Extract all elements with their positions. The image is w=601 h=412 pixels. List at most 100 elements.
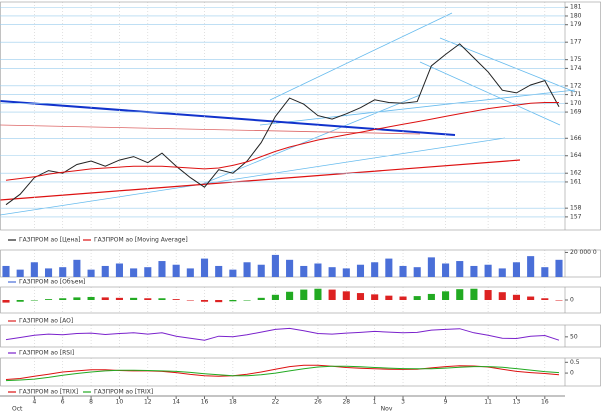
y-tick-label: 175 xyxy=(570,56,582,63)
bar xyxy=(399,296,407,300)
bar xyxy=(413,296,421,300)
x-tick-label: 9 xyxy=(444,399,448,406)
bar xyxy=(2,265,10,277)
legend-label: ГАЗПРОМ ао [TRIX] xyxy=(94,389,153,396)
x-tick-label: 11 xyxy=(484,399,492,406)
series-line xyxy=(5,364,560,380)
bar xyxy=(427,257,435,277)
y-tick-label: 0.5 xyxy=(570,359,580,366)
y-tick-label: 177 xyxy=(570,39,582,46)
bar xyxy=(541,267,549,277)
y-tick-label: 180 xyxy=(570,12,582,19)
y-tick-label: 164 xyxy=(570,152,582,159)
x-tick-label: 1 xyxy=(373,399,377,406)
bar xyxy=(328,267,336,277)
support-line xyxy=(0,124,421,135)
bar xyxy=(286,259,294,277)
series-line xyxy=(5,102,559,181)
bar xyxy=(300,289,308,300)
bar xyxy=(512,294,521,300)
resistance-line xyxy=(0,100,456,136)
bar xyxy=(172,264,180,277)
channel-line xyxy=(259,89,576,126)
x-tick-label: 26 xyxy=(314,399,322,406)
series-line xyxy=(5,43,560,206)
bar xyxy=(172,299,180,300)
bar xyxy=(555,259,563,277)
bar xyxy=(186,300,194,301)
bar xyxy=(101,265,109,277)
bar xyxy=(342,291,350,300)
bar xyxy=(328,289,336,300)
bar xyxy=(130,268,138,277)
bar xyxy=(470,288,478,300)
bar xyxy=(215,300,223,303)
bar xyxy=(456,261,464,277)
bar xyxy=(498,292,506,300)
x-tick-label: 13 xyxy=(513,399,521,406)
channel-line xyxy=(0,137,506,216)
bar xyxy=(413,267,421,277)
bar xyxy=(527,256,535,277)
bar xyxy=(399,265,407,277)
bar xyxy=(44,268,53,277)
bar xyxy=(314,263,322,277)
bar xyxy=(30,262,38,277)
y-tick-label: 172 xyxy=(570,82,582,89)
bar xyxy=(442,263,450,277)
y-tick-label: 0 xyxy=(570,297,574,304)
bar xyxy=(385,258,393,277)
bar xyxy=(257,264,265,277)
bar xyxy=(555,300,563,301)
bar xyxy=(229,300,237,302)
legend-label: ГАЗПРОМ ао [TRIX] xyxy=(19,389,78,396)
x-tick-label: 14 xyxy=(172,399,180,406)
bar xyxy=(215,265,223,277)
x-tick-label: 18 xyxy=(229,399,237,406)
legend-label: ГАЗПРОМ ао [Объем] xyxy=(19,279,85,286)
bar xyxy=(144,267,152,277)
bar xyxy=(87,269,95,277)
bar xyxy=(484,264,492,277)
bar xyxy=(44,299,53,300)
y-tick-label: 171 xyxy=(570,91,582,98)
x-tick-label: 16 xyxy=(541,399,549,406)
bar xyxy=(30,300,38,301)
support-line xyxy=(0,159,521,201)
bar xyxy=(73,259,81,277)
bar xyxy=(371,294,379,300)
bar xyxy=(271,254,279,277)
x-tick-label: 4 xyxy=(32,399,36,406)
month-label: Nov xyxy=(381,406,393,412)
bar xyxy=(59,267,67,277)
legend-label: ГАЗПРОМ ао [Moving Average] xyxy=(94,237,188,244)
y-tick-label: 174 xyxy=(570,65,582,72)
bar xyxy=(243,300,251,301)
channel-line xyxy=(269,12,453,101)
bar xyxy=(130,297,138,300)
y-tick-label: 181 xyxy=(570,4,582,11)
bar xyxy=(257,297,265,300)
bar xyxy=(286,291,294,300)
bar xyxy=(512,262,521,277)
bar xyxy=(16,300,24,302)
bar xyxy=(541,298,549,300)
bar xyxy=(73,297,81,300)
bar xyxy=(200,258,209,277)
bar xyxy=(300,265,308,277)
bar xyxy=(115,263,123,277)
bar xyxy=(371,262,379,277)
x-tick-label: 6 xyxy=(61,399,65,406)
bar xyxy=(2,300,10,303)
series-line xyxy=(5,365,560,382)
bar xyxy=(229,269,237,277)
bar xyxy=(356,264,365,277)
legend-label: ГАЗПРОМ ао [Цена] xyxy=(19,237,80,244)
x-tick-label: 28 xyxy=(342,399,350,406)
bar xyxy=(87,296,95,300)
bar xyxy=(200,300,209,302)
bar xyxy=(101,297,109,300)
y-tick-label: 166 xyxy=(570,135,582,142)
